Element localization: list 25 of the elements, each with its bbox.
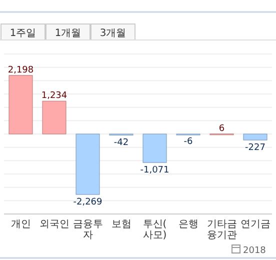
data-label: 2,198 <box>8 65 34 76</box>
bar <box>8 75 33 134</box>
x-tick-label: 은행 <box>178 219 198 230</box>
data-label: 6 <box>218 124 225 134</box>
text: 1주일 <box>10 28 36 39</box>
data-label: 1,234 <box>41 91 68 102</box>
text: 1개월 <box>54 28 82 39</box>
data-label: -42 <box>114 138 129 148</box>
x-tick-label: 금융투자 <box>72 219 103 241</box>
text: 2018 <box>243 246 266 256</box>
data-label: -2,269 <box>73 198 103 208</box>
x-tick-label: 보험 <box>111 219 132 230</box>
bar <box>76 134 100 195</box>
x-tick-label: 외국인 <box>39 219 70 230</box>
x-tick-label: 연기금 <box>240 219 270 230</box>
x-tick-label: 개인 <box>10 219 31 230</box>
data-label: -227 <box>245 143 266 154</box>
text: 3개월 <box>100 28 126 39</box>
x-tick-label: 투신(사모) <box>142 219 167 241</box>
x-tick-label: 기타금융기관 <box>206 219 237 241</box>
bar <box>243 134 268 140</box>
bar <box>42 100 66 134</box>
bar <box>142 134 167 163</box>
data-label: -1,071 <box>140 166 170 176</box>
data-label: -6 <box>184 137 194 148</box>
